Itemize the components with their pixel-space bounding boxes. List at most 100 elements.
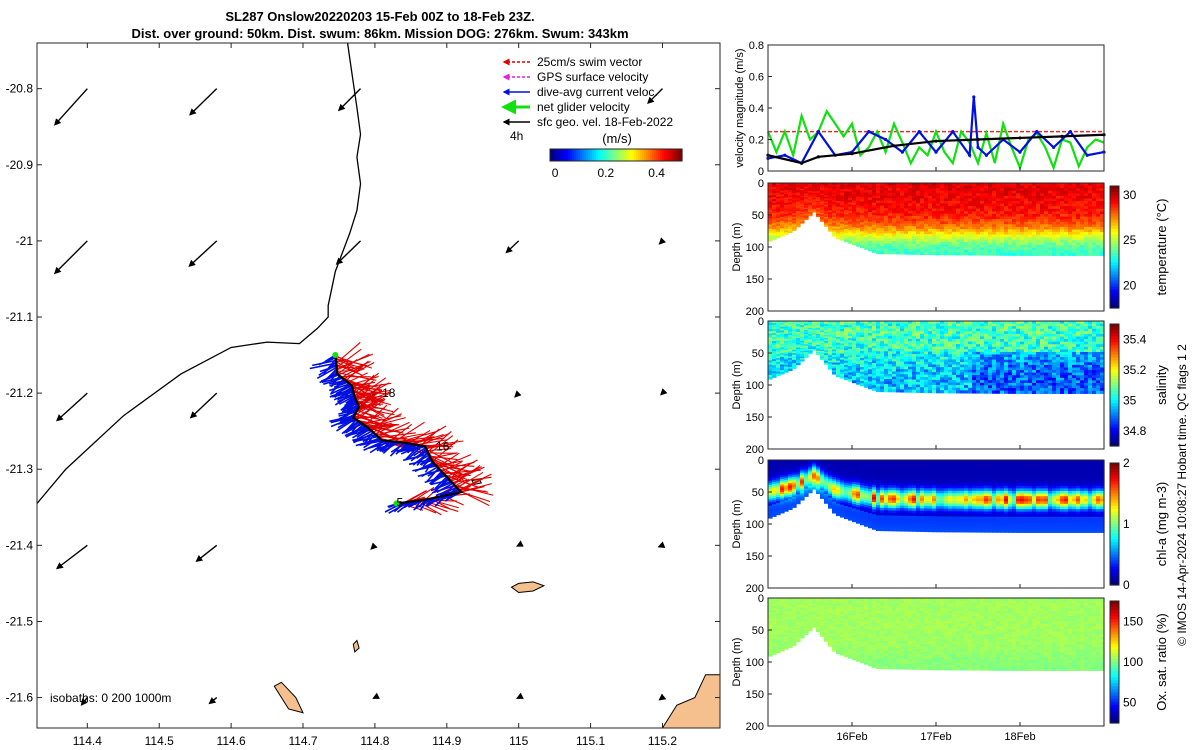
section-colorbar-segment [1110, 268, 1119, 272]
current-vector [316, 366, 338, 380]
section-cell [1088, 203, 1093, 207]
section-cell [968, 195, 973, 200]
section-cell [828, 195, 833, 198]
section-cell [1044, 213, 1049, 218]
section-cell [1060, 216, 1065, 220]
section-cell [900, 331, 905, 335]
section-cell [820, 217, 825, 220]
section-cell [956, 372, 961, 376]
section-cell [972, 221, 977, 225]
section-cell [896, 233, 901, 237]
section-cell [944, 195, 949, 199]
section-cell [968, 216, 973, 220]
section-cell [884, 363, 889, 367]
section-cell [892, 321, 897, 325]
section-cell [884, 326, 889, 330]
section-cell [1024, 382, 1029, 387]
section-cell [916, 328, 921, 332]
section-cell [932, 361, 937, 366]
swim-vector [404, 490, 427, 503]
section-cell [812, 330, 817, 332]
section-cell [1084, 219, 1089, 223]
map-y-tick-label: -21.6 [6, 691, 34, 705]
section-cell [936, 234, 941, 238]
section-cell [792, 189, 797, 193]
section-cell [968, 247, 973, 251]
section-cell [876, 188, 881, 192]
section-cell [804, 188, 809, 191]
section-cell [812, 208, 817, 211]
section-cell [1084, 224, 1089, 228]
section-cell [1036, 208, 1041, 213]
section-cell [828, 215, 833, 218]
section-cell [1040, 216, 1045, 220]
section-cell [1028, 201, 1033, 205]
section-cell [1028, 328, 1033, 332]
section-cell [908, 231, 913, 235]
section-cell [832, 218, 837, 222]
section-cell [1000, 349, 1005, 353]
section-cell [772, 335, 777, 338]
section-cell [1032, 237, 1037, 241]
section-cell [1008, 357, 1013, 361]
section-cell [856, 377, 861, 381]
section-cell [1008, 198, 1013, 202]
section-cell [816, 210, 821, 213]
map-colorbar-segment [630, 149, 633, 161]
section-cell [832, 220, 837, 224]
section-cell [940, 349, 945, 353]
section-cell [892, 379, 897, 383]
section-cell [844, 331, 849, 335]
section-cell [908, 384, 913, 388]
section-cell [816, 198, 821, 201]
section-cell [844, 346, 849, 349]
section-cell [768, 376, 773, 380]
section-cell [816, 190, 821, 192]
section-cell [1020, 380, 1025, 384]
swim-vector [368, 413, 402, 429]
section-cell [832, 183, 837, 186]
section-cell [816, 353, 821, 356]
section-cell [848, 355, 853, 359]
section-cell [824, 193, 829, 196]
section-cell [1028, 190, 1033, 194]
section-cell [912, 366, 917, 370]
section-cell [964, 323, 969, 327]
section-cell [912, 384, 917, 388]
section-cell [1088, 211, 1093, 215]
section-cell [1032, 354, 1037, 358]
section-cell [948, 377, 953, 381]
section-cell [880, 356, 885, 360]
section-cell [992, 206, 997, 210]
section-cell [876, 346, 881, 350]
section-cell [1032, 385, 1037, 389]
section-cell [876, 353, 881, 357]
section-cell [796, 321, 801, 324]
section-cell [872, 192, 877, 196]
section-cell [908, 205, 913, 209]
section-cell [968, 234, 973, 238]
section-cell [1016, 331, 1021, 335]
section-cell [1100, 229, 1105, 233]
section-cell [828, 193, 833, 196]
section-cell [856, 372, 861, 376]
section-cell [832, 213, 837, 216]
section-cell [956, 234, 961, 238]
geo-velocity-vector [55, 544, 88, 570]
section-cell [856, 203, 861, 207]
section-cell [960, 380, 965, 384]
section-cell [928, 387, 933, 391]
section-cell [792, 354, 797, 358]
section-cell [788, 188, 793, 191]
section-cell [884, 208, 889, 212]
section-cell [876, 228, 881, 232]
section-cell [1076, 234, 1081, 238]
section-cell [1036, 198, 1041, 202]
section-cell [956, 359, 961, 363]
section-cell [996, 221, 1001, 225]
section-cell [980, 185, 985, 189]
section-cell [1016, 351, 1021, 356]
swim-vector [420, 428, 440, 446]
section-cell [992, 321, 997, 325]
current-vector [410, 448, 428, 462]
